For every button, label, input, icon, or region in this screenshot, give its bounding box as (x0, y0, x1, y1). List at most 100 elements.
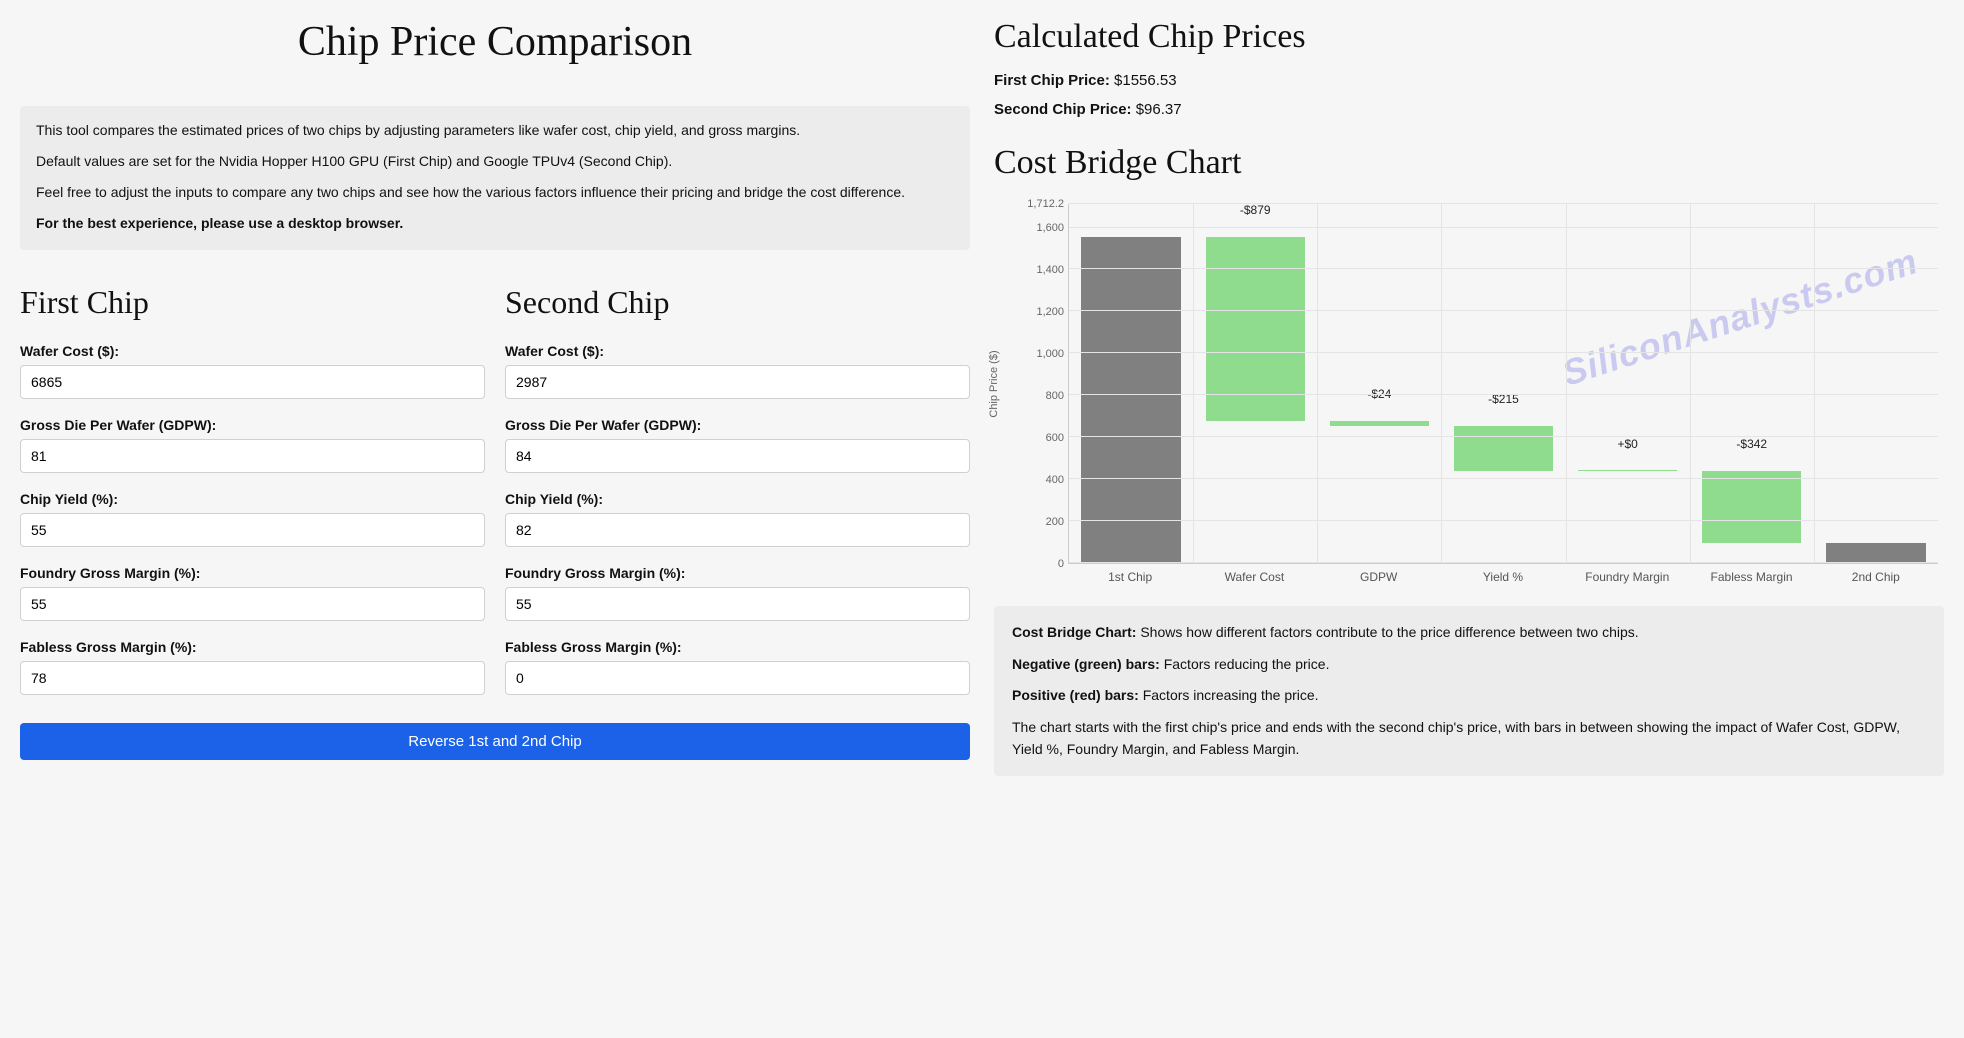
x-axis-label: 2nd Chip (1814, 570, 1938, 584)
y-axis-label: Chip Price ($) (988, 350, 1000, 417)
bar-slot: +$0 (1566, 204, 1690, 563)
bar-slot: -$879 (1193, 204, 1317, 563)
chart-bar (1330, 421, 1429, 426)
calculated-prices-heading: Calculated Chip Prices (994, 18, 1944, 56)
x-axis-label: Foundry Margin (1565, 570, 1689, 584)
y-tick: 1,600 (1036, 222, 1064, 234)
second-fabless-margin-input[interactable] (505, 661, 970, 695)
x-axis-label: Fabless Margin (1689, 570, 1813, 584)
intro-p1: This tool compares the estimated prices … (36, 120, 954, 141)
y-tick: 0 (1058, 558, 1064, 570)
cost-bridge-chart: Chip Price ($) 02004006008001,0001,2001,… (994, 198, 1944, 586)
chart-bar (1578, 470, 1677, 471)
gridline (1441, 204, 1442, 563)
gridline (1069, 352, 1938, 353)
gridline (1317, 204, 1318, 563)
bar-slot (1814, 204, 1938, 563)
gridline (1069, 268, 1938, 269)
second-gdpw-input[interactable] (505, 439, 970, 473)
y-tick: 400 (1046, 474, 1064, 486)
second-wafer-cost-input[interactable] (505, 365, 970, 399)
bar-delta-label: -$342 (1736, 437, 1767, 454)
first-fabless-margin-label: Fabless Gross Margin (%): (20, 639, 485, 655)
second-yield-input[interactable] (505, 513, 970, 547)
gridline (1069, 520, 1938, 521)
right-panel: Calculated Chip Prices First Chip Price:… (994, 12, 1944, 1022)
bar-slot: -$24 (1317, 204, 1441, 563)
first-chip-column: First Chip Wafer Cost ($): Gross Die Per… (20, 284, 485, 713)
gridline (1193, 204, 1194, 563)
gridline (1566, 204, 1567, 563)
first-chip-price-label: First Chip Price: (994, 72, 1110, 89)
left-panel: Chip Price Comparison This tool compares… (20, 12, 970, 1022)
gridline (1814, 204, 1815, 563)
gridline (1069, 310, 1938, 311)
explain-p2: Negative (green) bars: Factors reducing … (1012, 654, 1926, 676)
first-gdpw-input[interactable] (20, 439, 485, 473)
first-chip-heading: First Chip (20, 284, 485, 321)
second-wafer-cost-label: Wafer Cost ($): (505, 343, 970, 359)
first-chip-price: First Chip Price: $1556.53 (994, 72, 1944, 89)
second-foundry-margin-input[interactable] (505, 587, 970, 621)
intro-p2: Default values are set for the Nvidia Ho… (36, 151, 954, 172)
x-axis-label: 1st Chip (1068, 570, 1192, 584)
first-wafer-cost-input[interactable] (20, 365, 485, 399)
y-tick: 800 (1046, 390, 1064, 402)
intro-box: This tool compares the estimated prices … (20, 106, 970, 250)
intro-p3: Feel free to adjust the inputs to compar… (36, 182, 954, 203)
first-yield-input[interactable] (20, 513, 485, 547)
gridline (1690, 204, 1691, 563)
second-foundry-margin-label: Foundry Gross Margin (%): (505, 565, 970, 581)
bar-delta-label: +$0 (1617, 437, 1637, 454)
second-chip-price-value: $96.37 (1136, 101, 1182, 118)
explain-p1: Cost Bridge Chart: Shows how different f… (1012, 622, 1926, 644)
gridline (1069, 436, 1938, 437)
x-axis-labels: 1st ChipWafer CostGDPWYield %Foundry Mar… (1068, 570, 1938, 584)
x-axis-label: Yield % (1441, 570, 1565, 584)
chart-bar (1081, 237, 1180, 563)
chart-bar (1702, 471, 1801, 543)
first-wafer-cost-label: Wafer Cost ($): (20, 343, 485, 359)
first-chip-price-value: $1556.53 (1114, 72, 1177, 89)
second-yield-label: Chip Yield (%): (505, 491, 970, 507)
chart-plot-area: SiliconAnalysts.com -$879-$24-$215+$0-$3… (1068, 204, 1938, 564)
bar-delta-label: -$24 (1367, 387, 1391, 404)
chart-bar (1454, 426, 1553, 471)
y-tick: 1,000 (1036, 348, 1064, 360)
chart-heading: Cost Bridge Chart (994, 144, 1944, 182)
second-chip-column: Second Chip Wafer Cost ($): Gross Die Pe… (505, 284, 970, 713)
intro-p4: For the best experience, please use a de… (36, 213, 954, 234)
second-chip-heading: Second Chip (505, 284, 970, 321)
bar-delta-label: -$879 (1240, 203, 1271, 220)
chart-bar (1826, 543, 1925, 563)
first-fabless-margin-input[interactable] (20, 661, 485, 695)
second-chip-price-label: Second Chip Price: (994, 101, 1132, 118)
first-foundry-margin-input[interactable] (20, 587, 485, 621)
x-axis-label: GDPW (1317, 570, 1441, 584)
bar-slot: -$342 (1690, 204, 1814, 563)
gridline (1069, 203, 1938, 204)
gridline (1069, 227, 1938, 228)
gridline (1069, 394, 1938, 395)
first-foundry-margin-label: Foundry Gross Margin (%): (20, 565, 485, 581)
page-title: Chip Price Comparison (20, 18, 970, 66)
y-axis-ticks: 02004006008001,0001,2001,4001,6001,712.2 (1018, 204, 1068, 564)
second-fabless-margin-label: Fabless Gross Margin (%): (505, 639, 970, 655)
second-gdpw-label: Gross Die Per Wafer (GDPW): (505, 417, 970, 433)
y-tick: 1,712.2 (1027, 198, 1064, 210)
y-tick: 600 (1046, 432, 1064, 444)
explain-p3: Positive (red) bars: Factors increasing … (1012, 685, 1926, 707)
y-tick: 1,200 (1036, 306, 1064, 318)
bar-slot (1069, 204, 1193, 563)
gridline (1069, 562, 1938, 563)
reverse-button[interactable]: Reverse 1st and 2nd Chip (20, 723, 970, 760)
first-yield-label: Chip Yield (%): (20, 491, 485, 507)
second-chip-price: Second Chip Price: $96.37 (994, 101, 1944, 118)
explain-p4: The chart starts with the first chip's p… (1012, 717, 1926, 760)
y-tick: 1,400 (1036, 264, 1064, 276)
bar-slot: -$215 (1441, 204, 1565, 563)
gridline (1069, 478, 1938, 479)
y-tick: 200 (1046, 516, 1064, 528)
first-gdpw-label: Gross Die Per Wafer (GDPW): (20, 417, 485, 433)
chart-explanation-box: Cost Bridge Chart: Shows how different f… (994, 606, 1944, 776)
